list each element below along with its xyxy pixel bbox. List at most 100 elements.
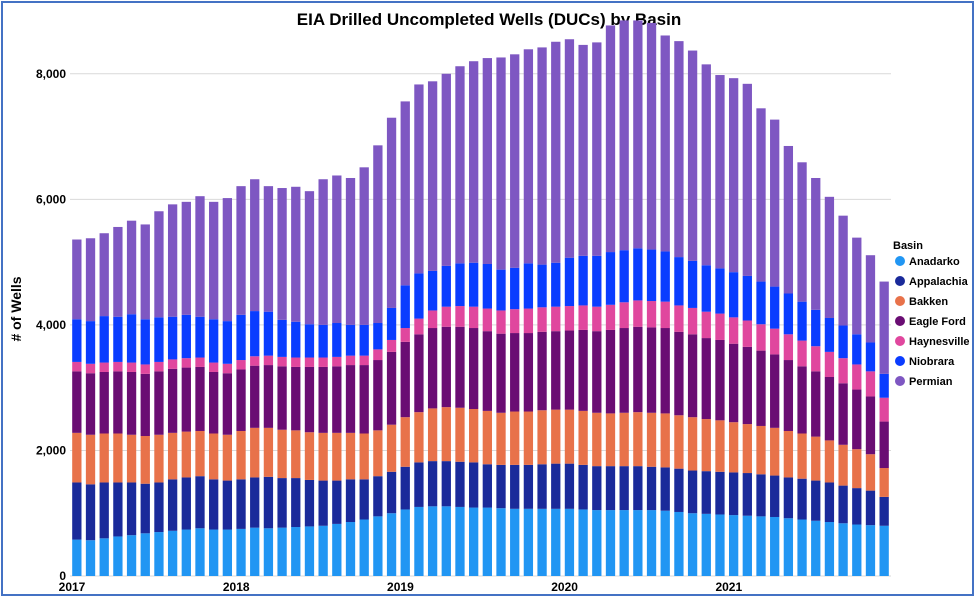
bar-segment: [482, 58, 492, 264]
bar-segment: [140, 483, 150, 534]
bar-segment: [304, 479, 315, 527]
bar-segment: [811, 480, 821, 521]
bar-segment: [304, 357, 315, 367]
bar-segment: [605, 25, 616, 253]
bar-segment: [113, 536, 123, 576]
bar-segment: [263, 355, 274, 366]
bar-segment: [592, 510, 602, 576]
bar-segment: [728, 515, 739, 576]
bar-segment: [263, 427, 274, 477]
bar-segment: [537, 331, 547, 411]
bar-segment: [72, 539, 82, 576]
stacked-bar-chart: EIA Drilled Uncompleted Wells (DUCs) by …: [8, 10, 970, 594]
bar-segment: [222, 434, 233, 481]
bar-segment: [728, 422, 739, 473]
bar-segment: [373, 145, 383, 323]
bar-segment: [154, 434, 164, 483]
bar-segment: [852, 389, 862, 450]
bar-segment: [701, 513, 711, 576]
bar-segment: [277, 356, 287, 367]
bar-segment: [72, 239, 82, 320]
x-tick-labels: 2017 2018 2019 2020 2021: [59, 580, 743, 594]
x-tick-label: 2021: [715, 580, 742, 594]
bar-segment: [578, 305, 588, 330]
bar-segment: [291, 527, 301, 576]
bar-segment: [646, 301, 657, 328]
bar-segment: [687, 513, 698, 576]
bar-segment: [373, 516, 383, 576]
bar-segment: [236, 314, 246, 361]
bar-segment: [646, 510, 657, 576]
bar-segment: [291, 321, 301, 358]
bar-segment: [250, 427, 260, 478]
bar-segment: [291, 186, 301, 322]
bar-segment: [195, 430, 205, 477]
bar-segment: [715, 75, 725, 269]
bar-segment: [222, 363, 233, 374]
bar-segment: [646, 249, 657, 302]
bar-segment: [728, 472, 739, 516]
bar-segment: [414, 273, 424, 319]
bar-segment: [113, 371, 123, 434]
bar-segment: [167, 432, 178, 480]
bar-segment: [619, 20, 629, 251]
bar-segment: [783, 518, 794, 576]
bar-segment: [85, 540, 96, 576]
bar-segment: [332, 323, 342, 357]
bar-segment: [291, 430, 301, 479]
y-tick-label: 8,000: [36, 67, 66, 81]
bar-segment: [72, 319, 82, 362]
bar-segment: [756, 425, 766, 475]
bar-segment: [209, 362, 219, 372]
bar-segment: [701, 64, 711, 266]
bar-segment: [551, 508, 561, 576]
bar-segment: [469, 306, 479, 329]
bar-segment: [140, 319, 150, 365]
bar-segment: [222, 529, 233, 576]
bar-segment: [564, 257, 575, 307]
legend-item-label: Eagle Ford: [909, 316, 966, 328]
bar-segment: [605, 329, 616, 414]
bar-segment: [318, 366, 328, 433]
bar-segment: [373, 360, 383, 431]
bar-segment: [126, 434, 137, 483]
bar-segment: [359, 519, 369, 576]
x-tick-label: 2018: [223, 580, 250, 594]
x-tick-label: 2019: [387, 580, 414, 594]
bar-segment: [496, 464, 506, 509]
bar-segment: [414, 318, 424, 335]
bar-segment: [345, 365, 356, 433]
bar-segment: [113, 482, 123, 537]
bar-segment: [167, 530, 178, 576]
bar-segment: [85, 321, 96, 364]
bar-segment: [277, 527, 287, 576]
bar-segment: [427, 328, 438, 409]
bar-segment: [263, 528, 274, 576]
bar-segment: [386, 351, 397, 425]
bar-segment: [332, 480, 342, 524]
bar-segment: [756, 324, 766, 351]
bar-segment: [523, 464, 534, 509]
bar-segment: [469, 328, 479, 410]
bar-segment: [304, 324, 315, 358]
bar-segment: [318, 324, 328, 358]
bar-segment: [400, 417, 410, 467]
bar-segment: [496, 412, 506, 465]
bar-segment: [277, 366, 287, 430]
bar-segment: [209, 433, 219, 480]
bar-segment: [167, 368, 178, 433]
bar-segment: [824, 482, 835, 523]
bar-segment: [838, 523, 848, 576]
bar-segment: [551, 306, 561, 332]
bar-segment: [537, 307, 547, 332]
bar-segment: [865, 490, 876, 526]
bar-segment: [99, 433, 109, 483]
bar-segment: [510, 508, 520, 576]
bar-segment: [359, 167, 369, 325]
bar-segment: [633, 300, 643, 327]
bar-segment: [126, 535, 137, 576]
bar-segment: [250, 179, 260, 312]
bar-segment: [811, 177, 821, 310]
bar-segment: [510, 267, 520, 310]
